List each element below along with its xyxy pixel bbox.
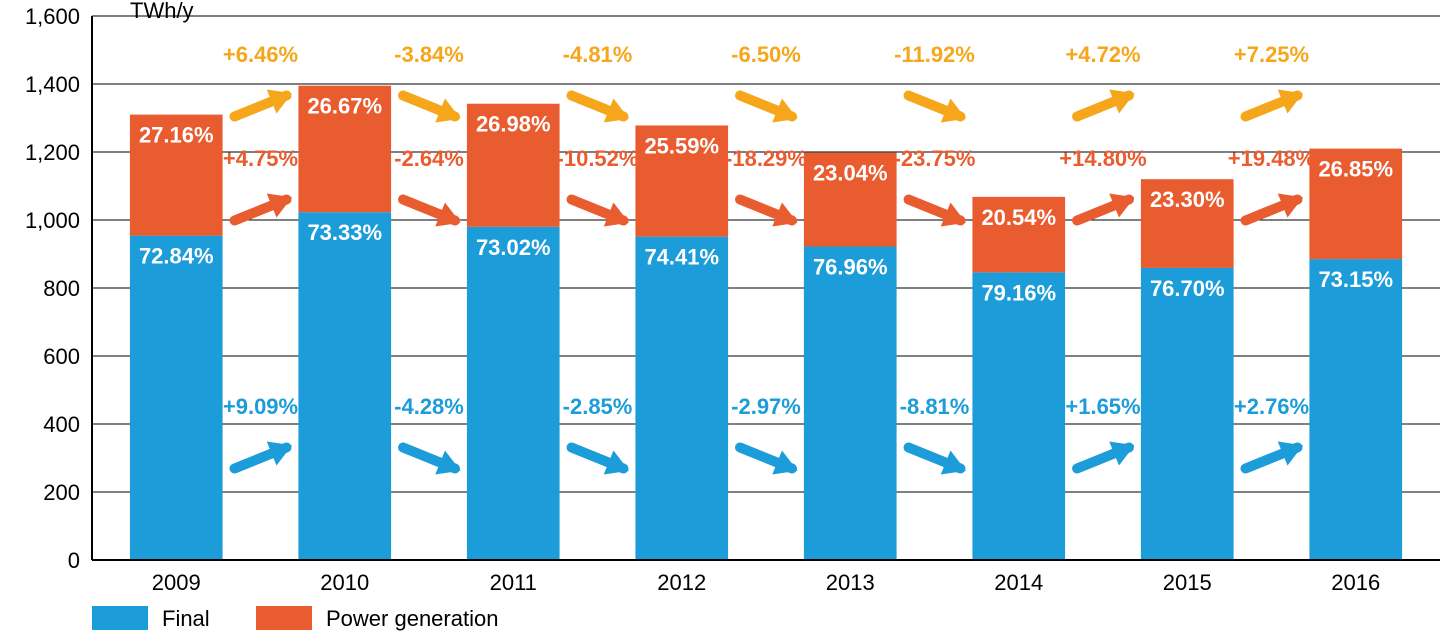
legend-label-final: Final	[162, 606, 210, 631]
y-tick-label: 1,400	[25, 72, 80, 97]
y-tick-label: 800	[43, 276, 80, 301]
bar-final-pct: 76.70%	[1150, 276, 1225, 301]
x-tick-label: 2014	[994, 570, 1043, 595]
x-tick-label: 2015	[1163, 570, 1212, 595]
delta-final-label: +2.76%	[1234, 394, 1309, 419]
legend-swatch-power	[256, 606, 312, 630]
y-tick-label: 1,600	[25, 4, 80, 29]
bar-final	[1309, 259, 1402, 560]
bar-power-pct: 26.98%	[476, 112, 551, 137]
bar-power-pct: 23.30%	[1150, 187, 1225, 212]
y-tick-label: 600	[43, 344, 80, 369]
delta-final-label: +1.65%	[1065, 394, 1140, 419]
delta-power-label: -10.52%	[557, 146, 639, 171]
bar-final-pct: 73.02%	[476, 235, 551, 260]
bar-power-pct: 27.16%	[139, 123, 214, 148]
delta-total-label: -6.50%	[731, 42, 801, 67]
y-tick-label: 0	[68, 548, 80, 573]
y-tick-label: 1,200	[25, 140, 80, 165]
delta-power-label: +14.80%	[1059, 146, 1146, 171]
delta-total-label: -4.81%	[563, 42, 633, 67]
bar-final	[298, 212, 391, 560]
delta-power-label: +19.48%	[1228, 146, 1315, 171]
bar-final	[1141, 268, 1234, 560]
delta-total-label: +6.46%	[223, 42, 298, 67]
delta-power-label: -2.64%	[394, 146, 464, 171]
y-tick-label: 200	[43, 480, 80, 505]
bar-final	[635, 237, 728, 560]
delta-power-label: +4.75%	[223, 146, 298, 171]
delta-final-label: +9.09%	[223, 394, 298, 419]
bar-final-pct: 76.96%	[813, 255, 888, 280]
x-tick-label: 2012	[657, 570, 706, 595]
y-tick-label: 400	[43, 412, 80, 437]
x-tick-label: 2013	[826, 570, 875, 595]
delta-final-label: -4.28%	[394, 394, 464, 419]
legend-label-power: Power generation	[326, 606, 498, 631]
delta-final-label: -2.85%	[563, 394, 633, 419]
bar-power-pct: 23.04%	[813, 161, 888, 186]
bar-final	[804, 247, 897, 560]
delta-total-label: +4.72%	[1065, 42, 1140, 67]
bar-power-pct: 25.59%	[644, 133, 719, 158]
delta-total-label: -11.92%	[894, 42, 975, 67]
x-tick-label: 2010	[320, 570, 369, 595]
y-tick-label: 1,000	[25, 208, 80, 233]
bar-final-pct: 79.16%	[981, 280, 1056, 305]
bar-final	[467, 227, 560, 560]
bar-final	[972, 272, 1065, 560]
delta-total-label: +7.25%	[1234, 42, 1309, 67]
bar-final-pct: 72.84%	[139, 244, 214, 269]
bar-final	[130, 236, 223, 560]
delta-total-label: -3.84%	[394, 42, 464, 67]
y-axis-title: TWh/y	[130, 0, 194, 23]
delta-final-label: -8.81%	[900, 394, 970, 419]
bar-power-pct: 26.67%	[307, 94, 382, 119]
stacked-bar-chart: 0 200 400 600 800 1,000 1,200 1,400 1,600 TWh/y 27…	[0, 0, 1446, 641]
delta-power-label: -18.29%	[725, 146, 807, 171]
x-tick-label: 2011	[490, 570, 537, 595]
bar-power-pct: 26.85%	[1318, 157, 1393, 182]
x-tick-label: 2016	[1331, 570, 1380, 595]
delta-final-label: -2.97%	[731, 394, 801, 419]
bar-power-pct: 20.54%	[981, 205, 1056, 230]
delta-power-label: -23.75%	[894, 146, 976, 171]
legend-swatch-final	[92, 606, 148, 630]
x-tick-label: 2009	[152, 570, 201, 595]
bar-final-pct: 74.41%	[644, 245, 719, 270]
bar-final-pct: 73.15%	[1318, 267, 1393, 292]
bar-final-pct: 73.33%	[307, 220, 382, 245]
